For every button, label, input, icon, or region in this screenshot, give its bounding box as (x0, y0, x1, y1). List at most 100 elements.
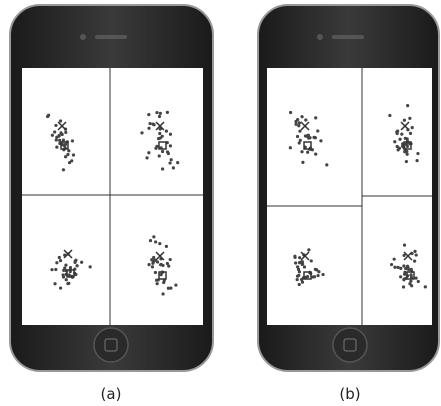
scatter-dot (306, 151, 309, 154)
scatter-dot (315, 268, 318, 271)
scatter-dot (148, 122, 151, 125)
scatter-dot (59, 259, 62, 262)
scatter-dot (158, 115, 161, 118)
scatter-dot (403, 273, 406, 276)
scatter-dot (399, 275, 402, 278)
scatter-dot (294, 123, 297, 126)
scatter-dot (297, 124, 300, 127)
scatter-dot (158, 132, 161, 135)
scatter-dot (307, 134, 310, 137)
scatter-dot (149, 239, 152, 242)
scatter-dot (166, 111, 169, 114)
scatter-dot (406, 153, 409, 156)
scatter-dot (319, 139, 322, 142)
scatter-dot (310, 259, 313, 262)
scatter-dot (416, 152, 419, 155)
scatter-dot (54, 268, 57, 271)
scatter-dot (147, 151, 150, 154)
scatter-dot (62, 275, 65, 278)
camera (317, 34, 323, 40)
phone-a (10, 5, 213, 371)
scatter-dot (154, 147, 157, 150)
scatter-dot (300, 150, 303, 153)
scatter-dot (298, 283, 301, 286)
scatter-dot (152, 235, 155, 238)
scatter-dot (296, 135, 299, 138)
scatter-dot (169, 144, 172, 147)
scatter-dot (161, 150, 164, 153)
scatter-dot (406, 137, 409, 140)
scatter-dot (388, 114, 391, 117)
scatter-dot (50, 268, 53, 271)
scatter-dot (169, 258, 172, 261)
scatter-dot (162, 281, 165, 284)
scatter-dot (151, 262, 154, 265)
scatter-dot (71, 139, 74, 142)
scatter-dot (152, 123, 155, 126)
scatter-dot (147, 113, 150, 116)
scatter-dot (402, 264, 405, 267)
caption: (a) (101, 385, 122, 403)
scatter-dot (160, 273, 163, 276)
scatter-dot (403, 244, 406, 247)
scatter-dot (154, 240, 157, 243)
scatter-dot (311, 275, 314, 278)
scatter-dot (150, 258, 153, 261)
scatter-dot (62, 269, 65, 272)
scatter-dot (147, 127, 150, 130)
scatter-dot (307, 248, 310, 251)
scatter-dot (398, 147, 401, 150)
scatter-dot (161, 292, 164, 295)
scatter-dot (158, 242, 161, 245)
phone-b (258, 5, 439, 371)
scatter-dot (58, 256, 61, 259)
scatter-dot (296, 278, 299, 281)
scatter-dot (314, 116, 317, 119)
scatter-dot (51, 134, 54, 137)
scatter-dot (413, 260, 416, 263)
scatter-dot (66, 153, 69, 156)
scatter-dot (155, 111, 158, 114)
scatter-dot (65, 278, 68, 281)
figure: (a) (b) (0, 0, 441, 406)
scatter-dot (298, 270, 301, 273)
scatter-dot (161, 135, 164, 138)
scatter-dot (169, 133, 172, 136)
scatter-dot (301, 260, 304, 263)
scatter-dot (400, 133, 403, 136)
scatter-dot (316, 274, 319, 277)
scatter-dot (393, 266, 396, 269)
scatter-dot (46, 115, 49, 118)
scatter-dot (70, 159, 73, 162)
scatter-dot (160, 263, 163, 266)
scatter-dot (154, 271, 157, 274)
scatter-dot (72, 153, 75, 156)
scatter-dot (167, 152, 170, 155)
home-button[interactable] (94, 328, 128, 362)
scatter-dot (170, 158, 173, 161)
scatter-dot (55, 146, 58, 149)
scatter-dot (165, 130, 168, 133)
caption: (b) (339, 385, 360, 403)
scatter-dot (76, 264, 79, 267)
scatter-dot (64, 155, 67, 158)
scatter-dot (166, 262, 169, 265)
scatter-dot (406, 104, 409, 107)
scatter-dot (303, 265, 306, 268)
scatter-dot (298, 141, 301, 144)
scatter-dot (398, 138, 401, 141)
scatter-dot (140, 131, 143, 134)
scatter-dot (413, 250, 416, 253)
scatter-dot (314, 152, 317, 155)
scatter-dot (406, 266, 409, 269)
scatter-dot (417, 280, 420, 283)
scatter-dot (165, 245, 168, 248)
scatter-dot (54, 124, 57, 127)
scatter-dot (298, 121, 301, 124)
scatter-dot (304, 118, 307, 121)
home-button[interactable] (333, 328, 367, 362)
scatter-dot (409, 132, 412, 135)
scatter-dot (156, 260, 159, 263)
scatter-dot (314, 136, 317, 139)
scatter-dot (399, 267, 402, 270)
